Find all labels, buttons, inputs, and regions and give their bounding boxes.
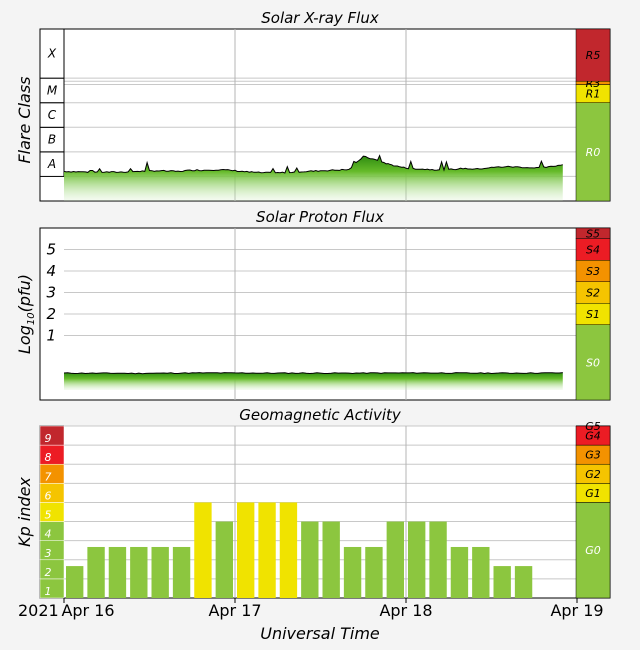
kp-bar [237,502,255,598]
radiation-storm-label: S0 [586,356,600,369]
x-axis-year: 2021 [18,601,59,620]
proton-title: Solar Proton Flux [256,208,384,226]
kp-tick: 3 [45,547,52,560]
kp-bar [87,546,105,598]
proton-tick: 4 [46,262,56,280]
kp-bar [194,502,212,598]
kp-tick: 4 [45,528,52,541]
flare-class-box [39,102,65,128]
radio-blackout-label: R1 [586,88,601,101]
kp-bar [172,546,191,598]
xray-ylabel: Flare Class [15,76,34,163]
proton-tick: 2 [46,305,56,323]
geomagnetic-storm-label: G5 [585,420,601,433]
x-axis-label: Universal Time [260,624,380,643]
geomagnetic-storm-band [575,502,611,599]
kp-bar [343,546,362,598]
kp-bar [493,566,511,598]
flare-class-label: C [48,108,57,122]
kp-level-box [39,425,65,446]
geomagnetic-storm-label: G2 [585,468,601,481]
proton-tick: 3 [46,284,56,302]
proton-tick: 5 [46,241,56,259]
geomagnetic-storm-label: G1 [585,487,601,500]
kp-bar [450,546,469,598]
kp-bar [151,546,169,598]
radiation-storm-label: S4 [586,244,600,257]
kp-bar [472,546,490,598]
x-axis-tick-label: Apr 16 [61,601,114,620]
radiation-storm-band [575,227,611,239]
xray-flux-area [64,155,563,201]
xray-flux-line [63,154,563,174]
radio-blackout-label: R0 [586,146,601,159]
radiation-storm-band [575,324,611,401]
x-axis-tick-label: Apr 17 [208,601,261,620]
flare-class-box [39,28,65,79]
kp-bar [301,521,319,598]
kp-bar [408,521,426,598]
radiation-storm-label: S2 [586,287,600,300]
radiation-storm-label: S3 [586,265,600,278]
kp-bar [279,502,298,598]
geomagnetic-storm-label: G0 [585,544,601,557]
kp-bar [365,546,383,598]
kp-ylabel: Kp index [15,477,34,547]
flare-class-label: M [47,83,58,97]
flare-class-box [39,151,65,177]
x-axis-tick-label: Apr 18 [379,601,432,620]
proton-tick: 1 [46,327,56,345]
kp-bar [429,521,447,598]
kp-tick: 8 [45,451,52,464]
kp-bar [108,546,127,598]
proton-ylabel: Log10(pfu) [15,274,37,354]
xray-title: Solar X-ray Flux [261,9,379,27]
kp-tick: 1 [45,585,52,598]
flare-class-label: A [47,157,56,171]
proton-flux-area [64,372,563,390]
kp-tick: 2 [45,566,52,579]
proton-flux-line [63,372,563,375]
kp-tick: 7 [45,470,52,483]
kp-bar [215,521,233,598]
kp-tick: 5 [45,509,52,522]
kp-bar [66,566,84,598]
flare-class-label: B [48,133,56,147]
x-axis-tick-label: Apr 19 [550,601,603,620]
kp-bar [514,566,533,598]
radiation-storm-label: S1 [586,308,600,321]
kp-bar [258,502,276,598]
geomagnetic-storm-label: G4 [585,430,601,443]
kp-title: Geomagnetic Activity [239,406,402,424]
radio-blackout-band [575,28,611,82]
geomagnetic-storm-label: G3 [585,449,601,462]
geomagnetic-storm-band [575,425,611,446]
kp-tick: 6 [45,489,52,502]
kp-bar [130,546,148,598]
kp-bar [386,521,404,598]
radiation-storm-label: S5 [586,227,600,240]
kp-bar [322,521,340,598]
radio-blackout-label: R5 [586,49,601,62]
radio-blackout-band [575,102,611,202]
kp-tick: 9 [45,432,52,445]
flare-class-label: X [47,47,57,61]
